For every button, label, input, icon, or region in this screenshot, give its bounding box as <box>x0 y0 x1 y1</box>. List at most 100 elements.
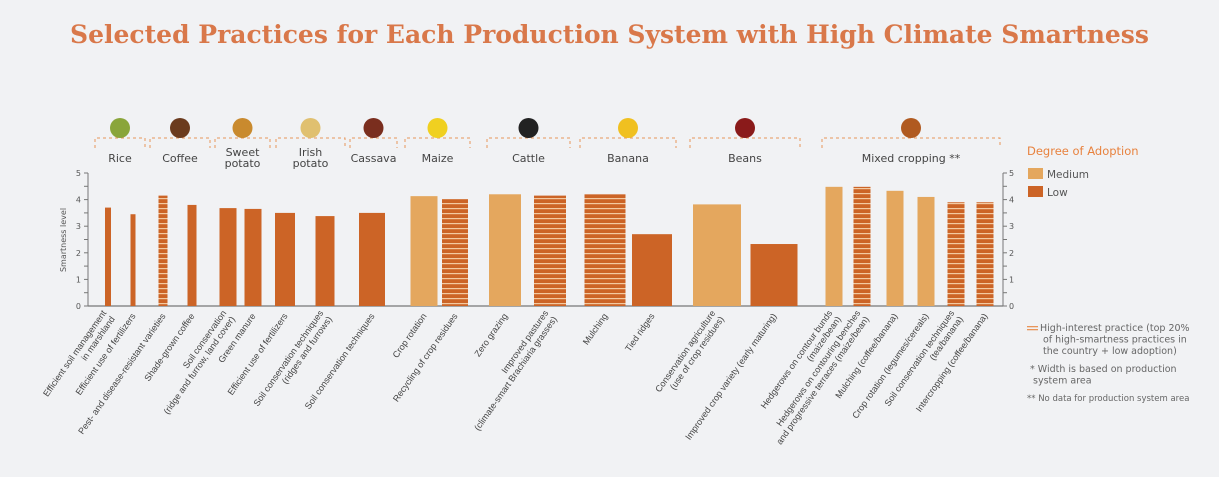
system-label-line: potato <box>225 157 261 170</box>
system-bracket <box>149 137 211 148</box>
bar <box>886 190 904 306</box>
bar <box>219 208 237 306</box>
bar-label-line: Efficient soil management <box>41 308 108 398</box>
bar <box>187 204 197 306</box>
y-tick-label: 2 <box>76 249 81 258</box>
legend-swatch-low <box>1028 186 1043 197</box>
bar-label-line: Zero grazing <box>472 311 509 358</box>
bar-label: Tied ridges <box>623 311 657 353</box>
y-tick-label: 4 <box>1009 196 1014 205</box>
system-icon-banana-icon <box>618 118 638 138</box>
bar <box>275 212 295 306</box>
bar <box>534 195 566 306</box>
high-interest-swatch <box>1027 326 1038 328</box>
note-1: High-interest practice (top 20% of high-… <box>1040 323 1190 357</box>
system-label-line: Maize <box>422 152 454 165</box>
bar <box>947 202 965 306</box>
legend-label: Low <box>1047 187 1068 199</box>
bar <box>105 207 111 306</box>
system-icon-beans-icon <box>735 118 755 138</box>
y-tick-label: 3 <box>76 222 81 231</box>
y-tick-label: 4 <box>76 196 81 205</box>
y-tick-label: 0 <box>76 302 81 311</box>
system-bracket <box>94 137 146 148</box>
bar-label: Mulching <box>581 311 610 346</box>
note-line: ** No data for production system area <box>1027 394 1189 404</box>
bar <box>750 244 798 306</box>
bar-label: Improved pastures(climate-smart Brachiar… <box>464 308 560 432</box>
system-label: Rice <box>108 152 132 165</box>
system-label-line: potato <box>293 157 329 170</box>
y-tick-label: 0 <box>1009 302 1014 311</box>
bar <box>917 196 935 306</box>
system-icon-rice-icon <box>110 118 130 138</box>
system-bracket <box>404 137 471 148</box>
bar-label: Recycling of crop residues <box>391 311 460 404</box>
system-label: Coffee <box>162 152 198 165</box>
bar-label-line: Tied ridges <box>623 311 657 353</box>
system-icon-mixed-cropping-icon <box>901 118 921 138</box>
legend-swatch-medium <box>1028 168 1043 179</box>
system-label: Banana <box>607 152 649 165</box>
system-label: Mixed cropping ** <box>862 152 961 165</box>
system-bracket <box>821 137 1001 148</box>
system-icon-cassava-icon <box>363 118 384 138</box>
system-label-line: Mixed cropping ** <box>862 152 961 165</box>
system-bracket <box>689 137 801 148</box>
system-label: Irish potato <box>293 146 329 170</box>
system-label: Maize <box>422 152 454 165</box>
note-line: High-interest practice (top 20% <box>1040 323 1190 334</box>
bar <box>244 208 262 306</box>
bar-label: Zero grazing <box>472 311 509 358</box>
bar-label-line: Efficient use of fertilizers <box>226 311 290 397</box>
bar-label: Efficient use of fertilizers <box>226 311 290 397</box>
bar <box>158 195 168 306</box>
y-tick-label: 1 <box>1009 275 1014 284</box>
bar <box>825 186 843 306</box>
bar <box>410 196 438 306</box>
system-icon-irish-potato-icon <box>300 118 321 138</box>
system-label-line: Irish <box>299 146 323 159</box>
system-label: Cassava <box>351 152 397 165</box>
system-label-line: Rice <box>108 152 132 165</box>
bar <box>632 234 672 306</box>
y-tick-label: 2 <box>1009 249 1014 258</box>
bar <box>359 212 385 306</box>
system-label-line: Cattle <box>512 152 545 165</box>
note-line: the country + low adoption) <box>1043 346 1177 357</box>
system-icon-coffee-icon <box>170 118 190 138</box>
bar-label-line: Conservation agriculture <box>653 308 717 394</box>
y-tick-label: 5 <box>76 169 81 178</box>
y-tick-label: 5 <box>1009 169 1014 178</box>
bar-label-line: Recycling of crop residues <box>391 311 460 404</box>
system-bracket <box>486 137 571 148</box>
bar-label-line: (ridge and furrow, land cover) <box>162 314 237 416</box>
bar <box>315 216 335 306</box>
system-icon-cattle-icon <box>518 118 539 138</box>
bar <box>693 204 741 306</box>
bar <box>976 202 994 306</box>
bar <box>130 214 136 306</box>
legend-label: Medium <box>1047 169 1089 181</box>
bar <box>584 194 626 306</box>
note-line: of high-smartness practices in <box>1043 335 1187 346</box>
bar-label-line: Mulching <box>581 311 610 346</box>
bar-label: Soil conservation techniques(ridges and … <box>251 308 334 414</box>
note-3: ** No data for production system area** … <box>1027 394 1189 404</box>
system-label: Cattle <box>512 152 545 165</box>
y-tick-label: 1 <box>76 275 81 284</box>
system-label: Sweet potato <box>225 146 261 170</box>
legend-title: Degree of Adoption <box>1027 144 1139 158</box>
system-label-line: Sweet <box>226 146 261 159</box>
note-line: system area <box>1030 376 1092 387</box>
system-bracket <box>349 137 398 148</box>
system-label-line: Beans <box>728 152 762 165</box>
bar <box>853 186 871 306</box>
system-label-line: Coffee <box>162 152 198 165</box>
bar <box>442 199 468 306</box>
system-bracket <box>579 137 677 148</box>
system-icon-sweet-potato-icon <box>232 118 253 138</box>
y-axis-label: Smartness level <box>59 208 68 272</box>
system-icon-maize-icon <box>427 118 448 138</box>
